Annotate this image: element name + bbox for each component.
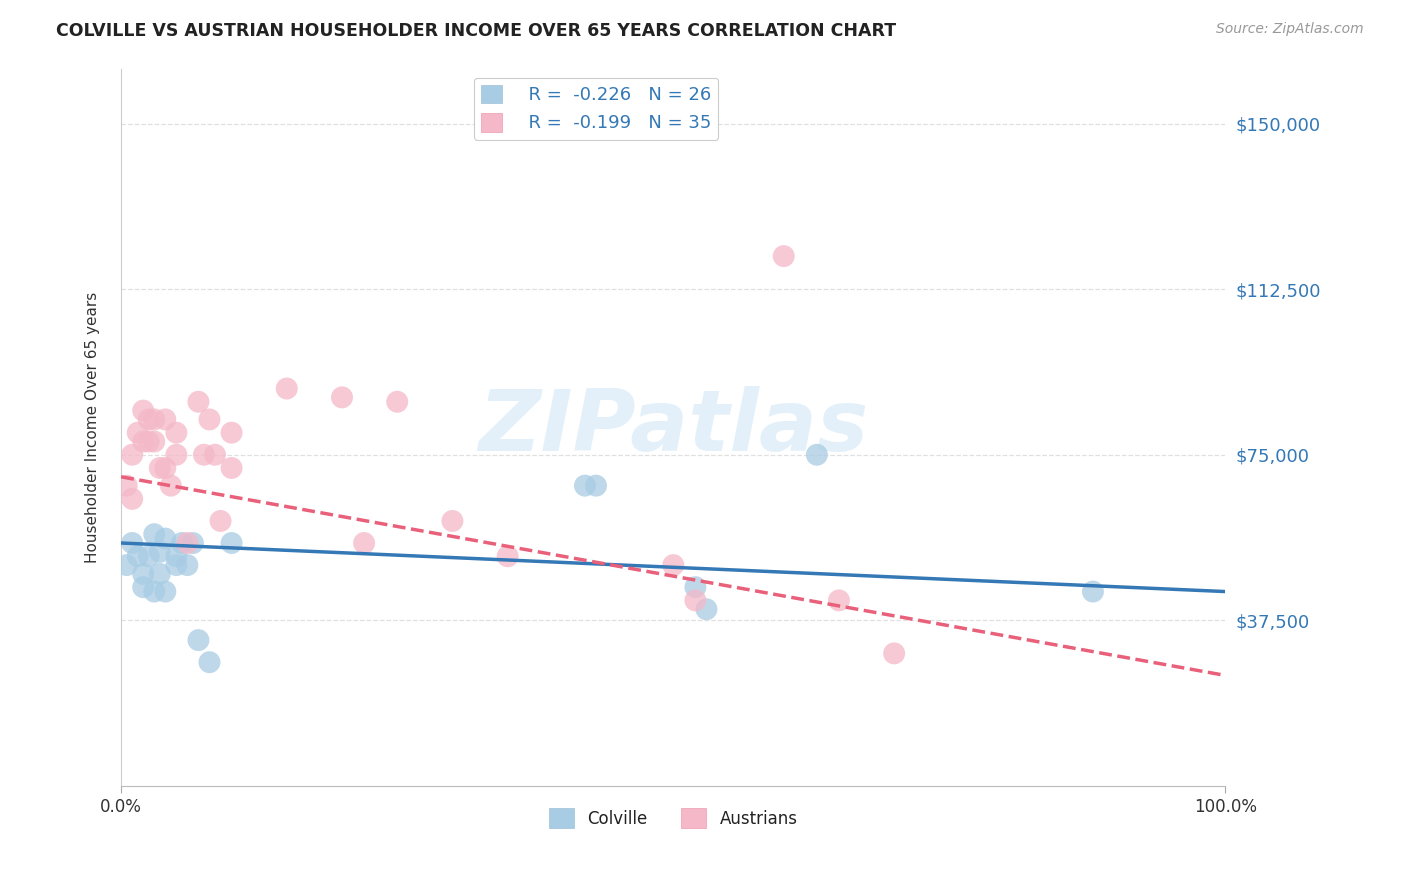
Point [221, 425, 243, 440]
Point [176, 536, 198, 550]
Point [127, 549, 149, 564]
Point [138, 549, 160, 564]
Point [143, 584, 166, 599]
Point [155, 461, 177, 475]
Point [828, 593, 851, 607]
Point [441, 514, 464, 528]
Point [187, 394, 209, 409]
Point [155, 584, 177, 599]
Point [143, 412, 166, 426]
Point [155, 412, 177, 426]
Point [387, 394, 409, 409]
Point [170, 536, 193, 550]
Point [149, 545, 172, 559]
Point [221, 461, 243, 475]
Point [181, 536, 204, 550]
Point [155, 532, 177, 546]
Point [132, 434, 155, 449]
Point [353, 536, 375, 550]
Text: ZIPatlas: ZIPatlas [478, 385, 869, 468]
Point [143, 527, 166, 541]
Point [585, 478, 607, 492]
Point [132, 403, 155, 417]
Point [132, 580, 155, 594]
Point [132, 566, 155, 581]
Point [1081, 584, 1104, 599]
Point [193, 448, 215, 462]
Point [165, 425, 187, 440]
Point [165, 448, 187, 462]
Point [883, 646, 905, 660]
Point [221, 536, 243, 550]
Point [115, 558, 138, 573]
Point [806, 448, 828, 462]
Point [121, 491, 143, 506]
Y-axis label: Householder Income Over 65 years: Householder Income Over 65 years [86, 292, 100, 563]
Point [115, 478, 138, 492]
Point [165, 549, 187, 564]
Point [276, 382, 298, 396]
Text: COLVILLE VS AUSTRIAN HOUSEHOLDER INCOME OVER 65 YEARS CORRELATION CHART: COLVILLE VS AUSTRIAN HOUSEHOLDER INCOME … [56, 22, 897, 40]
Point [198, 412, 221, 426]
Point [204, 448, 226, 462]
Point [662, 558, 685, 573]
Point [685, 593, 707, 607]
Point [127, 425, 149, 440]
Point [176, 558, 198, 573]
Point [209, 514, 232, 528]
Legend: Colville, Austrians: Colville, Austrians [543, 801, 804, 835]
Point [772, 249, 794, 263]
Point [198, 655, 221, 669]
Point [574, 478, 596, 492]
Point [143, 434, 166, 449]
Point [149, 566, 172, 581]
Point [121, 448, 143, 462]
Point [165, 558, 187, 573]
Point [138, 434, 160, 449]
Point [187, 633, 209, 648]
Point [138, 412, 160, 426]
Point [685, 580, 707, 594]
Point [149, 461, 172, 475]
Text: Source: ZipAtlas.com: Source: ZipAtlas.com [1216, 22, 1364, 37]
Point [330, 390, 353, 404]
Point [496, 549, 519, 564]
Point [695, 602, 717, 616]
Point [121, 536, 143, 550]
Point [159, 478, 181, 492]
